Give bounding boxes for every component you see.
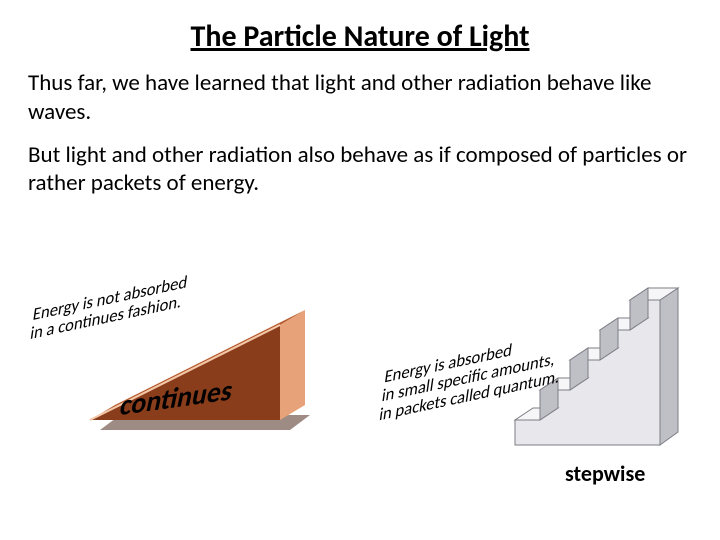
paragraph-1: Thus far, we have learned that light and…	[28, 69, 692, 127]
slide: The Particle Nature of Light Thus far, w…	[0, 0, 720, 540]
paragraph-2: But light and other radiation also behav…	[28, 141, 692, 199]
illustration-area: Energy is not absorbed in a continues fa…	[0, 240, 720, 540]
stairs-label: stepwise	[565, 460, 645, 487]
slide-title: The Particle Nature of Light	[28, 18, 692, 55]
